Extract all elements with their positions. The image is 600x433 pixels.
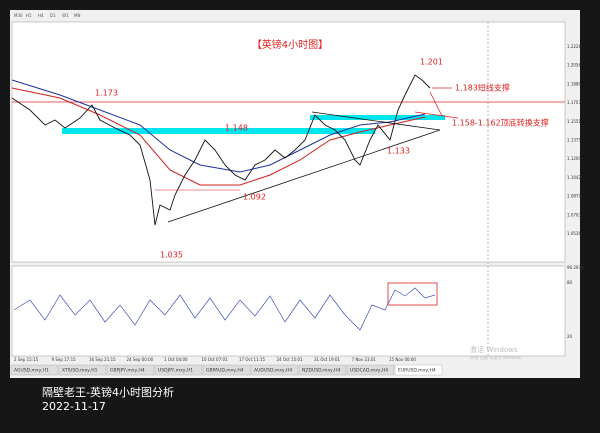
annotation: 1.158-1.162顶底转换支撑 xyxy=(452,118,549,128)
time-label: 1 Oct 04:00 xyxy=(164,357,188,362)
price-label: 1.1551 xyxy=(567,119,581,124)
toolbar-button: W1 xyxy=(62,13,69,18)
caption-date: 2022-11-17 xyxy=(42,400,106,413)
tab xyxy=(10,364,59,376)
toolbar-button: MN xyxy=(74,13,80,18)
time-label: 24 Oct 15:01 xyxy=(277,357,304,362)
annotation: 1.201 xyxy=(420,58,443,67)
tab xyxy=(250,364,299,376)
price-label: 1.0703 xyxy=(567,212,581,217)
toolbar-button: H1 xyxy=(26,13,32,18)
moving-average-blue xyxy=(11,79,426,173)
arrow xyxy=(414,111,459,119)
time-label: 16 Sep 21:15 xyxy=(89,357,116,362)
time-label: 9 Sep 17:15 xyxy=(52,357,77,362)
indicator-label: 96.2936 xyxy=(567,265,584,270)
tab-label: USDCAD,mxy,H4 xyxy=(350,368,388,374)
price-label: 1.1707 xyxy=(567,100,581,105)
time-label: 10 Oct 07:01 xyxy=(202,357,229,362)
watermark: 转到"设置"以激活 Windows。 xyxy=(470,354,525,360)
time-label: 2 Sep 15:15 xyxy=(14,357,39,362)
resistance-band xyxy=(310,115,445,120)
indicator-label: 20 xyxy=(567,334,573,339)
highlight-box xyxy=(387,282,438,306)
tab-label: USDJPY,mxy,H1 xyxy=(158,368,193,374)
toolbar-button: D1 xyxy=(50,13,56,18)
price-line xyxy=(11,74,431,226)
tab xyxy=(106,364,155,376)
tab xyxy=(346,364,395,376)
price-label: 1.1880 xyxy=(567,81,581,86)
time-label: 17 Oct 11:15 xyxy=(239,357,266,362)
indicator-label: 80 xyxy=(567,280,573,285)
annotation: 1.183短线支撑 xyxy=(455,83,510,93)
annotation: 1.092 xyxy=(243,193,266,202)
time-label: 31 Oct 19:01 xyxy=(314,357,341,362)
time-label: 24 Sep 00:00 xyxy=(127,357,154,362)
oscillator-line xyxy=(13,287,436,331)
tab-label: AGUSD,mxy,H1 xyxy=(14,368,49,374)
price-label: 1.1200 xyxy=(567,156,581,161)
price-label: 1.2056 xyxy=(567,63,581,68)
price-label: 1.2228 xyxy=(567,44,581,49)
time-label: 15 Nov 00:00 xyxy=(389,357,416,362)
caption-title: 隔壁老王-英镑4小时图分析 xyxy=(42,385,174,399)
price-label: 1.0536 xyxy=(567,231,581,236)
moving-average-red xyxy=(11,87,426,186)
tab-label: GBPJPY,mxy,H4 xyxy=(110,368,145,374)
watermark: 激活 Windows xyxy=(470,345,518,354)
tab-label: XTIUSD,mxy,H1 xyxy=(62,368,98,374)
tab xyxy=(298,364,347,376)
price-label: 1.1375 xyxy=(567,138,581,143)
price-label: 1.0870 xyxy=(567,194,581,199)
price-label: 1.1042 xyxy=(567,175,581,180)
trend-line xyxy=(311,111,441,131)
time-label: 7 Nov 23:01 xyxy=(352,357,377,362)
price-pane xyxy=(11,21,566,263)
tab-label: AUDUSD,mxy,H4 xyxy=(254,368,292,374)
annotation: 1.133 xyxy=(387,147,410,156)
tab xyxy=(394,364,443,376)
toolbar-button: H4 xyxy=(38,13,44,18)
arrow xyxy=(429,91,443,117)
annotation: 1.148 xyxy=(225,124,248,133)
tab-label: EURUSD,mxy,H4 xyxy=(398,368,436,374)
toolbar-button: M30 xyxy=(14,13,23,18)
tab xyxy=(154,364,203,376)
annotation: 1.035 xyxy=(160,251,183,260)
annotation: 1.173 xyxy=(95,89,118,98)
trend-line xyxy=(167,129,441,223)
support-band xyxy=(62,128,375,134)
chart-title: 【英镑4小时图】 xyxy=(252,38,328,51)
tab xyxy=(202,364,251,376)
tab xyxy=(58,364,107,376)
indicator-pane xyxy=(11,265,566,357)
tab-label: NZDUSD,mxy,H4 xyxy=(302,368,340,374)
tab-label: GBPAUD,mxy,H4 xyxy=(206,368,244,374)
